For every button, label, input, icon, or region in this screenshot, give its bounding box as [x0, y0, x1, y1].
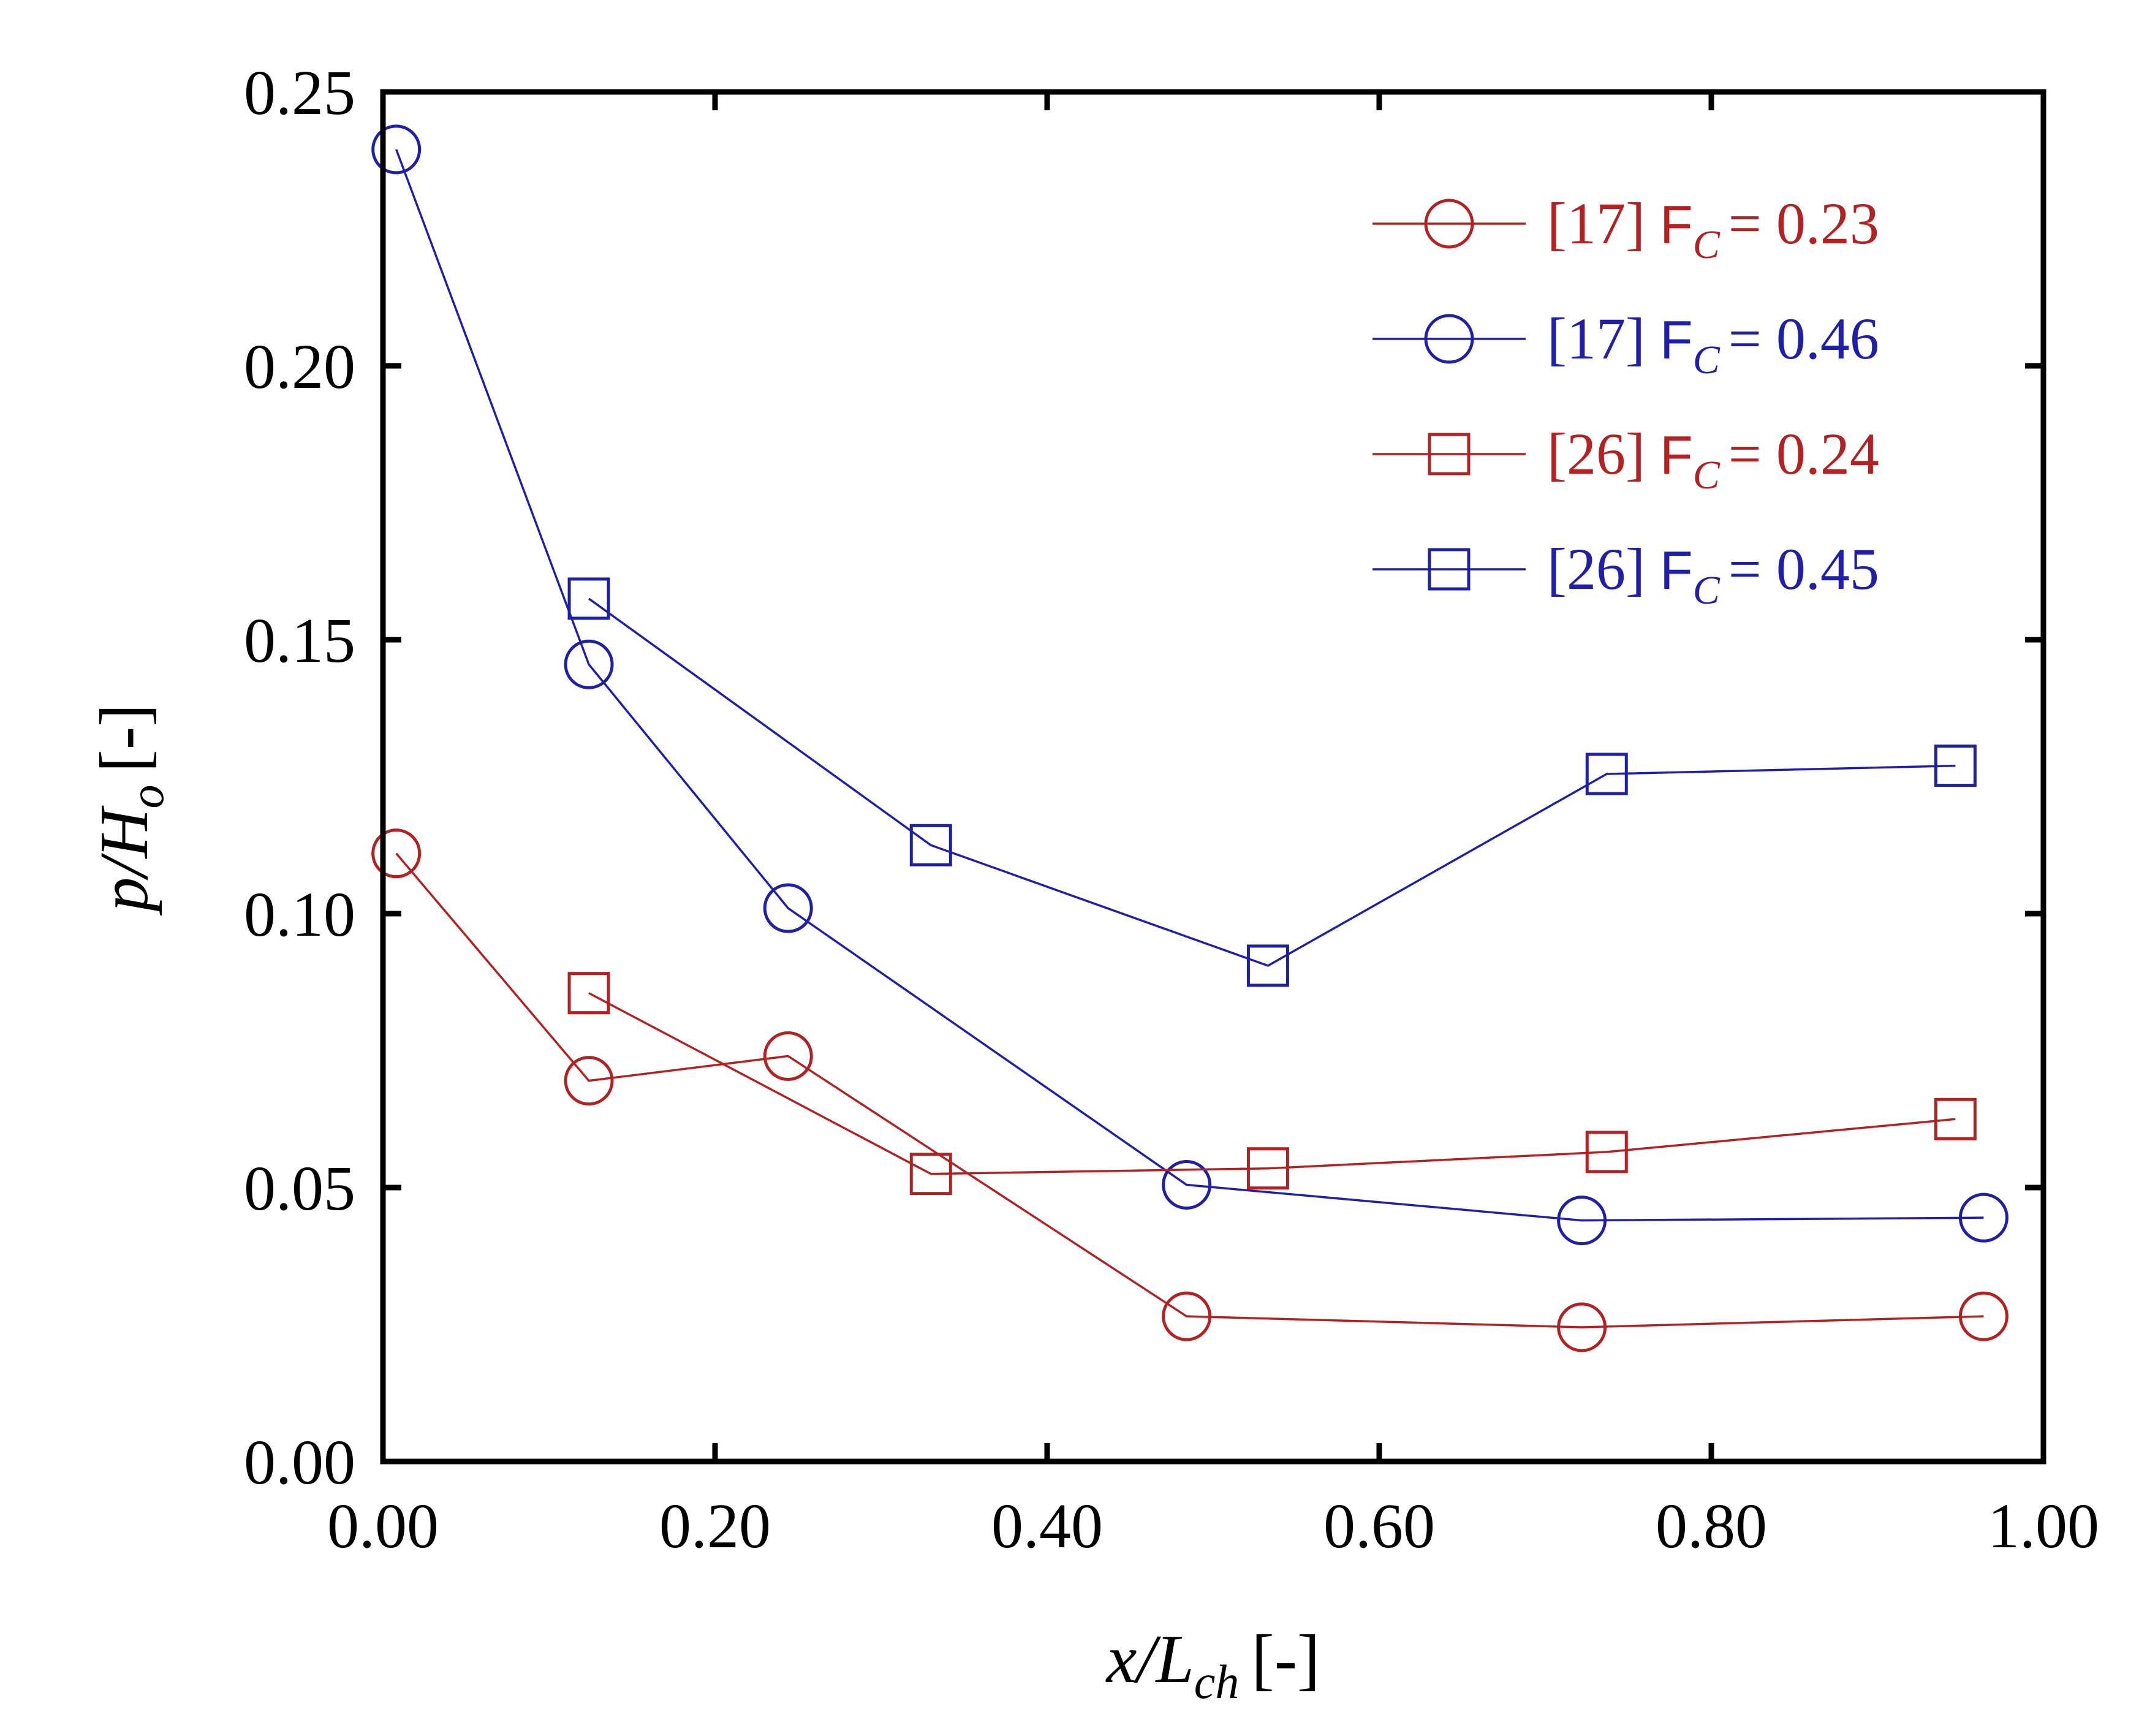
data-point	[1585, 1131, 1628, 1173]
data-point	[564, 1056, 614, 1106]
x-tick-label: 0.20	[659, 1491, 771, 1561]
x-tick-label: 0.80	[1656, 1491, 1767, 1561]
legend-label: [26] FC = 0.24	[1547, 421, 1879, 498]
series-2	[567, 972, 1977, 1196]
data-point	[1958, 1291, 2008, 1341]
x-tick-label: 0.60	[1323, 1491, 1435, 1561]
data-point	[1934, 745, 1977, 787]
y-tick-label: 0.10	[244, 879, 355, 950]
legend-marker	[1424, 199, 1474, 249]
data-point	[1585, 752, 1628, 795]
y-tick-label: 0.20	[244, 332, 355, 402]
legend-label: [17] FC = 0.23	[1547, 191, 1879, 267]
legend-marker	[1428, 548, 1471, 591]
y-tick-label: 0.15	[244, 605, 355, 676]
x-tick-label: 0.40	[991, 1491, 1103, 1561]
legend-entry: [17] FC = 0.46	[1372, 306, 1879, 382]
y-axis-title: p/Ho[-]	[86, 704, 173, 916]
data-point	[1162, 1291, 1212, 1341]
series-line	[395, 149, 1984, 1222]
data-point	[763, 1031, 813, 1081]
data-point	[564, 639, 614, 689]
data-point	[909, 1153, 952, 1196]
legend-marker	[1428, 433, 1471, 476]
data-point	[1958, 1192, 2008, 1243]
series-1	[371, 124, 2008, 1246]
y-tick-label: 0.00	[244, 1427, 355, 1498]
data-point	[1557, 1302, 1607, 1352]
series-line	[588, 597, 1956, 967]
series-0	[371, 828, 2008, 1352]
data-point	[371, 124, 422, 175]
data-point	[1557, 1196, 1607, 1246]
legend-entry: [26] FC = 0.24	[1372, 421, 1879, 498]
legend-entry: [26] FC = 0.45	[1372, 536, 1879, 613]
legend-marker	[1424, 314, 1474, 364]
legend-label: [26] FC = 0.45	[1547, 536, 1879, 613]
data-point	[371, 828, 422, 879]
x-axis-title: x/Lch [-]	[1105, 1621, 1320, 1708]
series-3	[567, 577, 1977, 987]
data-point	[567, 577, 610, 620]
x-tick-label: 1.00	[1988, 1491, 2099, 1561]
legend-entry: [17] FC = 0.23	[1372, 191, 1879, 267]
x-tick-label: 0.00	[327, 1491, 439, 1561]
plot-area	[371, 124, 2008, 1352]
axes: 0.00 0.20 0.40 0.60 0.80 1.00 0.00 0.05 0.10 0.15…	[244, 58, 2099, 1561]
data-point	[1162, 1160, 1212, 1210]
data-point	[1246, 1147, 1289, 1190]
legend: [17] FC = 0.23 [17] FC = 0.46 [26] FC = 0.24 […	[1372, 191, 1879, 613]
data-point	[1934, 1097, 1977, 1140]
data-point	[763, 883, 813, 933]
y-tick-label: 0.05	[244, 1153, 355, 1224]
y-tick-label: 0.25	[244, 58, 355, 128]
series-line	[588, 992, 1956, 1175]
legend-label: [17] FC = 0.46	[1547, 306, 1879, 382]
series-line	[395, 852, 1984, 1329]
data-point	[567, 972, 610, 1015]
plot-frame	[380, 89, 2046, 1465]
data-point	[1246, 944, 1289, 987]
data-point	[909, 824, 952, 866]
